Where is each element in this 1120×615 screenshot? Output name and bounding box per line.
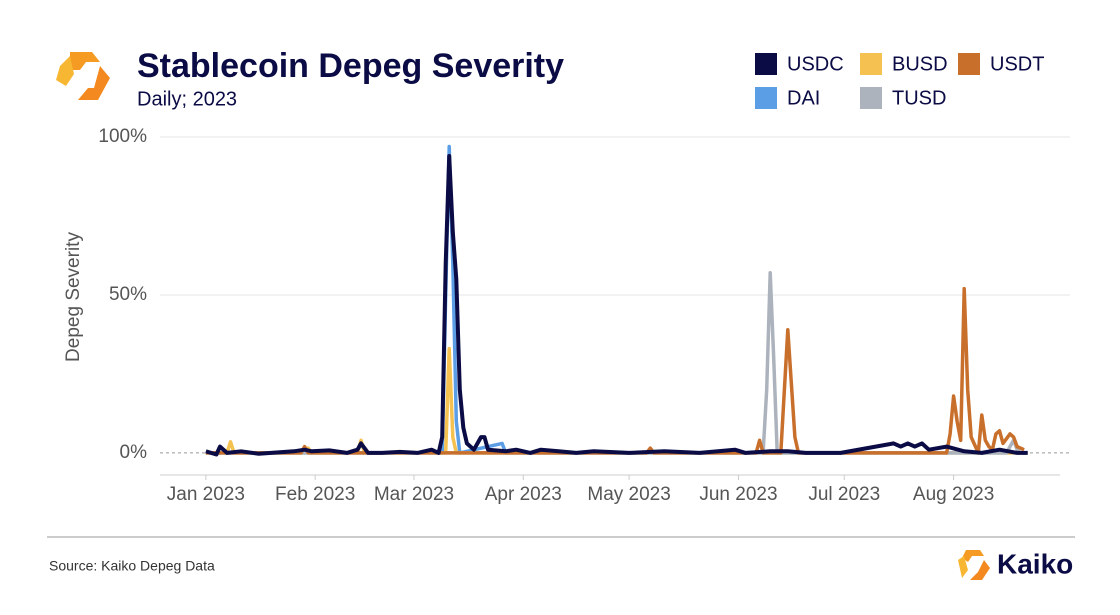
legend-label: TUSD	[892, 87, 946, 109]
plot-area: 0% 50% 100% Jan 2023 Feb 2023 Mar 2023 Apr 202…	[98, 126, 1070, 505]
legend: USDC BUSD USDT DAI TUSD	[755, 53, 1044, 109]
x-tick-label: Feb 2023	[275, 484, 355, 505]
chart-title: Stablecoin Depeg Severity	[137, 47, 564, 85]
x-tick-label: Aug 2023	[913, 484, 994, 505]
series-line	[205, 144, 1028, 455]
x-tick-label: Jul 2023	[808, 484, 880, 505]
y-tick-label: 100%	[98, 126, 147, 147]
y-tick-label: 50%	[109, 284, 147, 305]
y-axis-label: Depeg Severity	[63, 232, 84, 362]
x-tick-label: Jun 2023	[699, 484, 777, 505]
series-line	[205, 286, 1025, 455]
brand-name: Kaiko	[997, 548, 1073, 579]
legend-label: DAI	[787, 87, 820, 109]
source-note: Source: Kaiko Depeg Data	[49, 558, 215, 574]
y-tick-label: 0%	[120, 442, 148, 463]
legend-swatch	[755, 87, 777, 109]
legend-swatch	[860, 87, 882, 109]
brand-logo	[958, 550, 990, 580]
x-tick-label: Apr 2023	[485, 484, 562, 505]
legend-swatch	[755, 53, 777, 75]
series-line	[205, 271, 1022, 455]
chart-subtitle: Daily; 2023	[137, 88, 237, 110]
legend-swatch	[958, 53, 980, 75]
legend-swatch	[860, 53, 882, 75]
logo	[56, 52, 110, 100]
x-tick-label: Mar 2023	[374, 484, 454, 505]
legend-label: USDT	[990, 53, 1044, 75]
legend-label: USDC	[787, 53, 844, 75]
series-line	[205, 346, 1028, 455]
x-tick-label: Jan 2023	[167, 484, 245, 505]
series-line	[205, 154, 1028, 457]
x-tick-label: May 2023	[587, 484, 670, 505]
legend-label: BUSD	[892, 53, 948, 75]
